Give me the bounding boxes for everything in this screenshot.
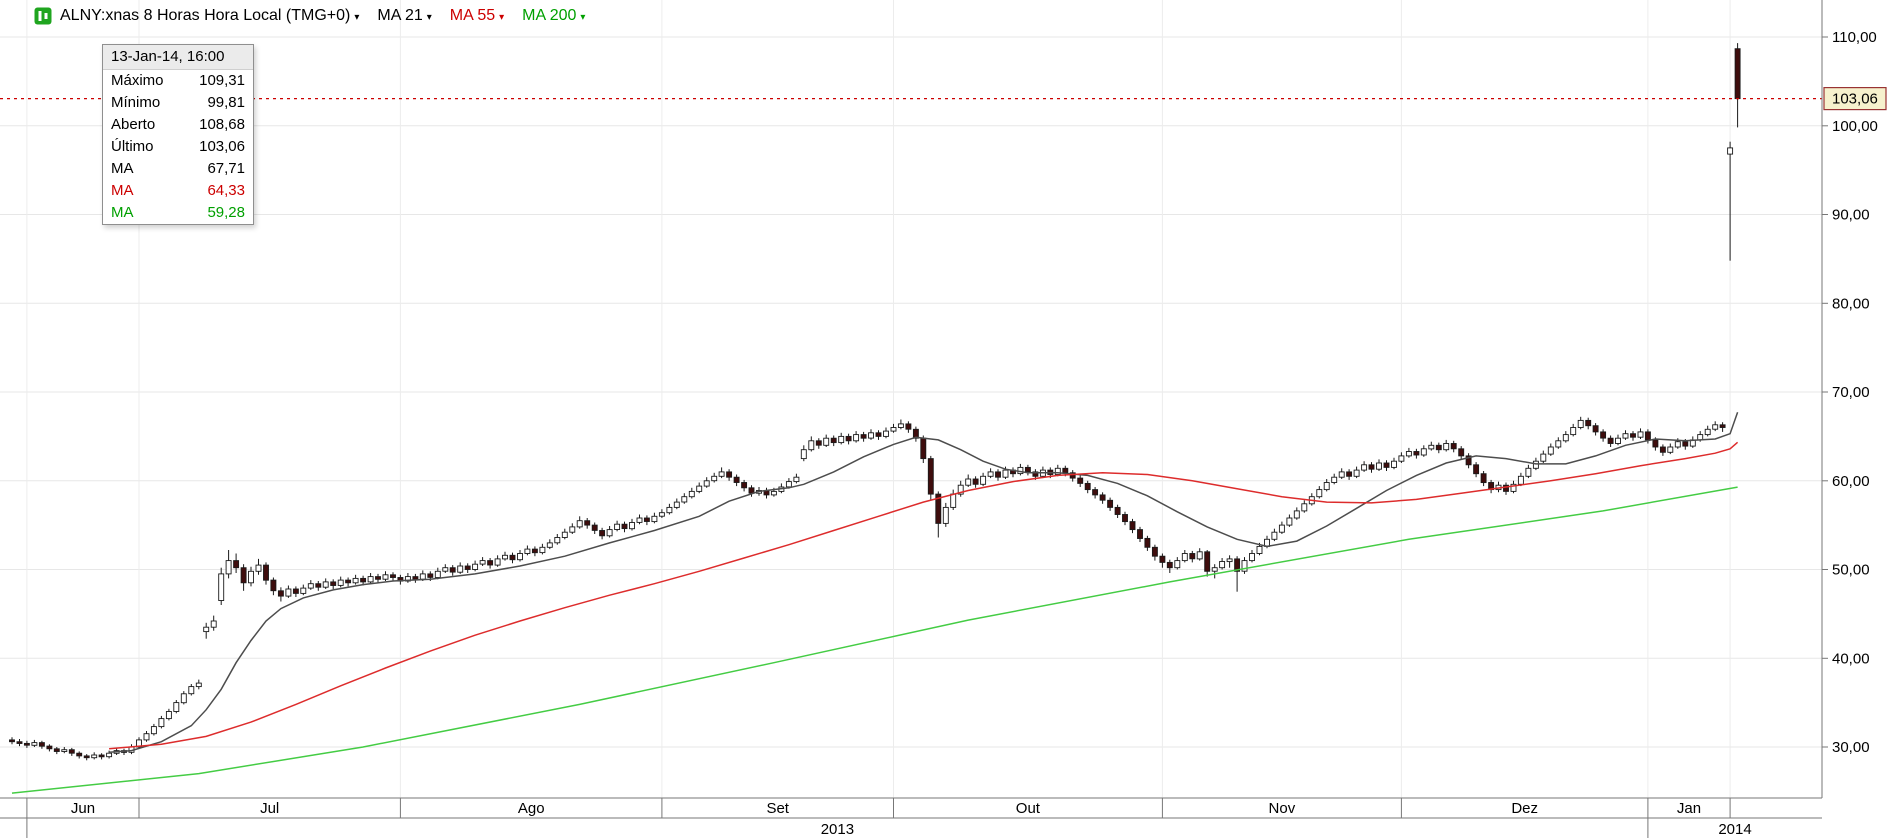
ma-line-55 (109, 441, 1739, 750)
tooltip-label: MA (111, 160, 134, 177)
tooltip-row-high: Máximo 109,31 (103, 70, 253, 92)
chevron-down-icon: ▾ (426, 11, 432, 23)
svg-text:100,00: 100,00 (1832, 118, 1878, 135)
tooltip-row-ma200: MA 59,28 (103, 202, 253, 224)
tooltip-label: Máximo (111, 72, 164, 89)
tooltip-row-low: Mínimo 99,81 (103, 92, 253, 114)
svg-text:Jul: Jul (260, 800, 279, 817)
chevron-down-icon: ▾ (499, 11, 505, 23)
svg-text:50,00: 50,00 (1832, 562, 1870, 579)
candles-layer (9, 43, 1741, 761)
ma-line-21 (109, 412, 1739, 754)
ma55-label: MA 55 (449, 7, 496, 24)
tooltip-value: 64,33 (207, 182, 245, 199)
ma21-label: MA 21 (377, 7, 423, 24)
svg-text:Dez: Dez (1511, 800, 1538, 817)
price-axis[interactable]: 110,00 100,00 90,00 80,00 70,00 60,00 50,00 40,… (1821, 0, 1878, 798)
ma200-label: MA 200 (522, 7, 577, 24)
grid-lines (0, 0, 1822, 798)
tooltip-row-ma21: MA 67,71 (103, 158, 253, 180)
chart-legend: ALNY:xnas 8 Horas Hora Local (TMG+0) ▾ M… (34, 7, 603, 25)
svg-text:110,00: 110,00 (1832, 29, 1877, 46)
time-axis[interactable]: Jun Jul Ago Set Out Nov Dez Jan 2013 2014 (0, 797, 1822, 838)
ma21-selector[interactable]: MA 21 ▾ (377, 7, 431, 25)
instrument-icon (34, 7, 52, 25)
tooltip-row-open: Aberto 108,68 (103, 114, 253, 136)
chevron-down-icon: ▾ (354, 11, 360, 23)
tooltip-label: Último (111, 138, 154, 155)
tooltip-value: 99,81 (207, 94, 245, 111)
svg-text:Ago: Ago (518, 800, 545, 817)
tooltip-label: Aberto (111, 116, 156, 133)
tooltip-value: 103,06 (199, 138, 245, 155)
tooltip-value: 109,31 (199, 72, 245, 89)
svg-text:30,00: 30,00 (1832, 739, 1870, 756)
last-price-label: 103,06 (1823, 86, 1887, 111)
svg-text:70,00: 70,00 (1832, 384, 1870, 401)
chevron-down-icon: ▾ (580, 11, 586, 23)
data-tooltip: 13-Jan-14, 16:00 Máximo 109,31 Mínimo 99… (102, 44, 254, 225)
svg-text:103,06: 103,06 (1832, 91, 1878, 108)
tooltip-value: 108,68 (199, 116, 245, 133)
svg-text:90,00: 90,00 (1832, 207, 1870, 224)
tooltip-label: Mínimo (111, 94, 161, 111)
tooltip-value: 59,28 (207, 204, 245, 221)
svg-text:Nov: Nov (1269, 800, 1296, 817)
instrument-selector[interactable]: ALNY:xnas 8 Horas Hora Local (TMG+0) ▾ (60, 7, 359, 25)
tooltip-value: 67,71 (207, 160, 245, 177)
svg-text:Jan: Jan (1677, 800, 1701, 817)
instrument-label: ALNY:xnas 8 Horas Hora Local (TMG+0) (60, 7, 351, 24)
tooltip-row-last: Último 103,06 (103, 136, 253, 158)
tooltip-label: MA (111, 204, 134, 221)
svg-text:60,00: 60,00 (1832, 473, 1870, 490)
svg-text:80,00: 80,00 (1832, 295, 1870, 312)
ma-line-200 (11, 486, 1738, 794)
svg-text:Jun: Jun (71, 800, 95, 817)
svg-text:2013: 2013 (821, 821, 854, 838)
tooltip-datetime: 13-Jan-14, 16:00 (103, 45, 253, 70)
svg-text:2014: 2014 (1718, 821, 1751, 838)
tooltip-row-ma55: MA 64,33 (103, 180, 253, 202)
tooltip-label: MA (111, 182, 134, 199)
svg-text:40,00: 40,00 (1832, 650, 1870, 667)
ma55-selector[interactable]: MA 55 ▾ (450, 7, 504, 25)
svg-text:Set: Set (766, 800, 789, 817)
ma200-selector[interactable]: MA 200 ▾ (522, 7, 585, 25)
svg-text:Out: Out (1016, 800, 1041, 817)
